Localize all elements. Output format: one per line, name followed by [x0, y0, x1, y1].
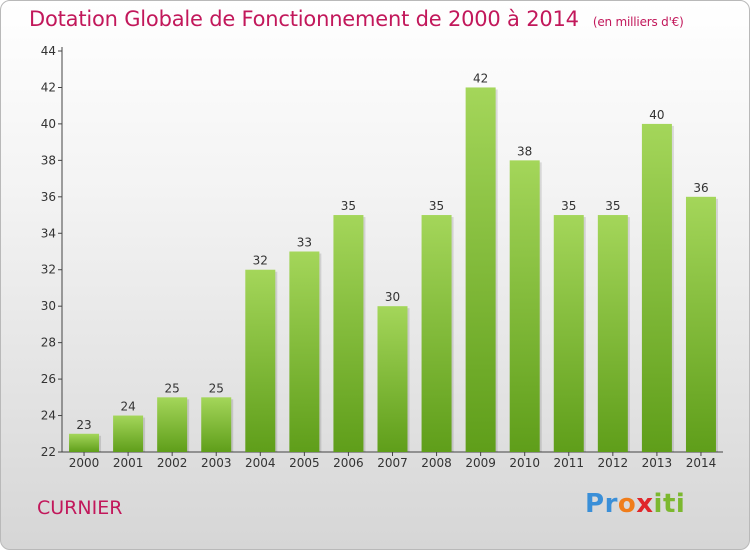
y-tick-label: 34	[41, 226, 56, 240]
data-label: 38	[517, 144, 532, 158]
bar	[421, 215, 452, 452]
y-tick-label: 26	[41, 372, 56, 386]
data-label: 42	[473, 71, 488, 85]
x-tick-label: 2005	[289, 456, 320, 470]
bar	[641, 123, 672, 452]
x-tick-label: 2010	[509, 456, 540, 470]
data-label: 36	[693, 181, 708, 195]
x-tick-label: 2003	[201, 456, 232, 470]
data-label: 35	[605, 199, 620, 213]
data-label: 35	[429, 199, 444, 213]
x-tick-label: 2001	[113, 456, 144, 470]
data-label: 25	[209, 381, 224, 395]
bar	[201, 397, 232, 452]
x-tick-label: 2012	[598, 456, 629, 470]
bar	[333, 215, 364, 452]
chart-title: Dotation Globale de Fonctionnement de 20…	[29, 7, 684, 31]
bar	[245, 269, 276, 452]
data-label: 40	[649, 108, 664, 122]
x-tick-label: 2008	[421, 456, 452, 470]
x-tick-label: 2011	[553, 456, 584, 470]
logo-letter: r	[604, 489, 618, 519]
x-tick-label: 2007	[377, 456, 408, 470]
y-tick-label: 40	[41, 117, 56, 131]
data-label: 35	[341, 199, 356, 213]
bar	[113, 415, 144, 452]
x-tick-label: 2000	[69, 456, 100, 470]
logo-letter: t	[662, 489, 676, 519]
x-tick-label: 2004	[245, 456, 276, 470]
data-label: 32	[253, 254, 268, 268]
logo-letter: i	[675, 489, 686, 519]
data-label: 24	[120, 400, 135, 414]
y-tick-label: 44	[41, 44, 56, 58]
y-tick-label: 22	[41, 445, 56, 459]
bar	[509, 160, 540, 452]
bar	[289, 251, 320, 452]
bar	[553, 215, 584, 452]
y-tick-label: 32	[41, 263, 56, 277]
x-tick-label: 2013	[642, 456, 673, 470]
x-tick-label: 2006	[333, 456, 364, 470]
data-label: 33	[297, 236, 312, 250]
data-label: 23	[76, 418, 91, 432]
y-tick-label: 28	[41, 336, 56, 350]
data-label: 25	[165, 381, 180, 395]
y-tick-label: 24	[41, 409, 56, 423]
logo-letter: x	[636, 489, 654, 519]
logo-letter: o	[617, 489, 637, 519]
x-tick-label: 2002	[157, 456, 188, 470]
logo-letter: P	[585, 489, 605, 519]
data-label: 30	[385, 290, 400, 304]
y-tick-label: 42	[41, 80, 56, 94]
y-tick-label: 38	[41, 153, 56, 167]
y-tick-label: 36	[41, 190, 56, 204]
bar	[465, 87, 496, 453]
logo-letter: i	[653, 489, 663, 519]
commune-name: CURNIER	[37, 497, 123, 519]
title-text: Dotation Globale de Fonctionnement de 20…	[29, 7, 579, 31]
y-tick-label: 30	[41, 299, 56, 313]
data-label: 35	[561, 199, 576, 213]
x-tick-label: 2014	[686, 456, 717, 470]
unit-label: (en milliers d'€)	[592, 15, 684, 29]
bar	[157, 397, 188, 452]
proxiti-logo: Proxiti	[585, 489, 685, 519]
bar	[377, 306, 408, 452]
bar	[69, 433, 100, 452]
bar	[597, 215, 628, 452]
bar	[685, 196, 716, 452]
x-tick-label: 2009	[465, 456, 496, 470]
